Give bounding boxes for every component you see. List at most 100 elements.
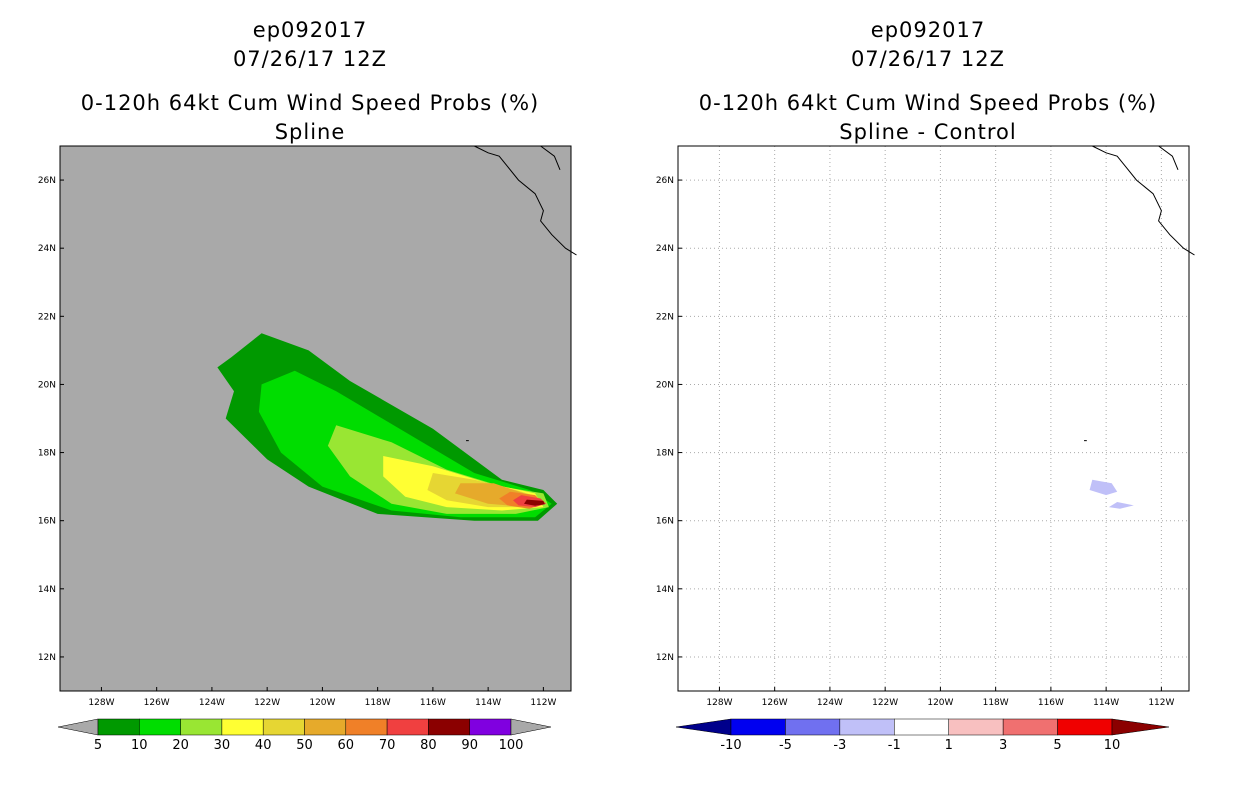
colorbar-swatch bbox=[221, 718, 264, 736]
coastline bbox=[1158, 145, 1179, 170]
y-tick-label: 18N bbox=[656, 449, 674, 459]
left-title-method: Spline bbox=[274, 120, 346, 144]
colorbar-label: 40 bbox=[255, 738, 272, 753]
y-tick-label: 12N bbox=[656, 653, 674, 663]
colorbar-label: 60 bbox=[338, 738, 355, 753]
map-panel-1: 128W 126W 124W 122W 120W 118W 116W 114W 112W 12N 1… bbox=[38, 145, 577, 708]
left-subtitle: 0-120h 64kt Cum Wind Speed Probs (%) Spl… bbox=[50, 89, 570, 147]
coastline bbox=[1092, 145, 1195, 256]
x-tick-label: 118W bbox=[365, 698, 391, 708]
colorbar-swatch bbox=[139, 718, 181, 736]
colorbar-swatch bbox=[1057, 718, 1113, 736]
colorbar-label: 100 bbox=[499, 738, 524, 753]
map-panel-2: 128W 126W 124W 122W 120W 118W 116W 114W 112W 12N 1… bbox=[656, 145, 1195, 708]
colorbar-label: 5 bbox=[1053, 738, 1061, 753]
y-tick-label: 18N bbox=[38, 449, 56, 459]
colorbar-over-triangle bbox=[1111, 718, 1170, 736]
x-tick-label: 112W bbox=[530, 698, 556, 708]
y-tick-label: 22N bbox=[656, 312, 674, 322]
colorbar-over-triangle bbox=[510, 718, 552, 736]
colorbar-label: -3 bbox=[833, 738, 846, 753]
colorbar-swatch bbox=[345, 718, 388, 736]
x-tick-label: 118W bbox=[983, 698, 1009, 708]
colorbar-label: 70 bbox=[379, 738, 396, 753]
colorbar-label: 5 bbox=[94, 738, 102, 753]
left-title-product: 0-120h 64kt Cum Wind Speed Probs (%) bbox=[80, 91, 540, 115]
right-title-method: Spline - Control bbox=[839, 120, 1017, 144]
left-title-date: 07/26/17 12Z bbox=[232, 47, 388, 71]
x-tick-label: 126W bbox=[144, 698, 170, 708]
colorbar-label: -10 bbox=[720, 738, 741, 753]
colorbar-under-triangle bbox=[57, 718, 99, 736]
colorbar-swatch bbox=[469, 718, 512, 736]
x-tick-label: 120W bbox=[309, 698, 335, 708]
x-tick-label: 114W bbox=[475, 698, 501, 708]
colorbar-label: 3 bbox=[999, 738, 1007, 753]
colorbar-swatch bbox=[839, 718, 895, 736]
y-tick-label: 26N bbox=[38, 176, 56, 186]
right-title-product: 0-120h 64kt Cum Wind Speed Probs (%) bbox=[698, 91, 1158, 115]
y-tick-label: 24N bbox=[38, 244, 56, 254]
colorbar-label: 80 bbox=[420, 738, 437, 753]
y-tick-label: 12N bbox=[38, 653, 56, 663]
right-subtitle: 0-120h 64kt Cum Wind Speed Probs (%) Spl… bbox=[668, 89, 1188, 147]
x-tick-label: 116W bbox=[1038, 698, 1064, 708]
y-tick-label: 14N bbox=[38, 585, 56, 595]
colorbar-swatch bbox=[262, 718, 305, 736]
x-tick-label: 122W bbox=[872, 698, 898, 708]
y-tick-label: 16N bbox=[38, 517, 56, 527]
contour-neg3 bbox=[1108, 502, 1134, 509]
coastline bbox=[540, 145, 561, 170]
map-frame bbox=[677, 145, 1190, 692]
colorbar-label: 1 bbox=[945, 738, 953, 753]
colorbar-label: -1 bbox=[888, 738, 901, 753]
colorbar-label: 30 bbox=[214, 738, 231, 753]
x-tick-label: 116W bbox=[420, 698, 446, 708]
colorbar-swatch bbox=[785, 718, 841, 736]
colorbar-swatch bbox=[386, 718, 429, 736]
colorbar-swatch bbox=[97, 718, 140, 736]
colorbar-label: 20 bbox=[172, 738, 189, 753]
map-background bbox=[678, 146, 1189, 691]
colorbar-label: 50 bbox=[296, 738, 313, 753]
colorbar-2: -10 -5 -3 -1 1 3 5 10 bbox=[675, 718, 1170, 753]
left-title: ep092017 07/26/17 12Z bbox=[50, 16, 570, 74]
y-tick-label: 20N bbox=[38, 380, 56, 390]
y-tick-label: 24N bbox=[656, 244, 674, 254]
y-tick-label: 26N bbox=[656, 176, 674, 186]
colorbar-under-triangle bbox=[675, 718, 732, 736]
colorbar-label: 90 bbox=[461, 738, 478, 753]
colorbar-label: -5 bbox=[779, 738, 792, 753]
colorbar-label: 10 bbox=[1104, 738, 1121, 753]
right-title-date: 07/26/17 12Z bbox=[850, 47, 1006, 71]
x-tick-label: 114W bbox=[1093, 698, 1119, 708]
right-title-storm: ep092017 bbox=[870, 18, 986, 42]
colorbar-swatch bbox=[304, 718, 347, 736]
x-tick-label: 112W bbox=[1148, 698, 1174, 708]
colorbar-label: 10 bbox=[131, 738, 148, 753]
map-frame bbox=[59, 145, 572, 692]
x-tick-label: 126W bbox=[762, 698, 788, 708]
x-tick-label: 122W bbox=[254, 698, 280, 708]
colorbar-swatch bbox=[948, 718, 1004, 736]
colorbar-swatch bbox=[428, 718, 470, 736]
colorbar-1: 5 10 20 30 40 50 60 70 80 90 100 bbox=[57, 718, 552, 753]
x-tick-label: 124W bbox=[817, 698, 843, 708]
colorbar-swatch bbox=[894, 718, 949, 736]
x-tick-label: 124W bbox=[199, 698, 225, 708]
colorbar-swatch bbox=[1002, 718, 1058, 736]
y-tick-label: 16N bbox=[656, 517, 674, 527]
coastline bbox=[474, 145, 577, 256]
contour-neg3 bbox=[1089, 479, 1118, 496]
contour-80 bbox=[524, 499, 545, 506]
right-title: ep092017 07/26/17 12Z bbox=[668, 16, 1188, 74]
x-tick-label: 120W bbox=[927, 698, 953, 708]
x-tick-label: 128W bbox=[706, 698, 732, 708]
y-tick-label: 22N bbox=[38, 312, 56, 322]
left-title-storm: ep092017 bbox=[252, 18, 368, 42]
y-tick-label: 20N bbox=[656, 380, 674, 390]
colorbar-swatch bbox=[730, 718, 786, 736]
x-tick-label: 128W bbox=[88, 698, 114, 708]
y-tick-label: 14N bbox=[656, 585, 674, 595]
